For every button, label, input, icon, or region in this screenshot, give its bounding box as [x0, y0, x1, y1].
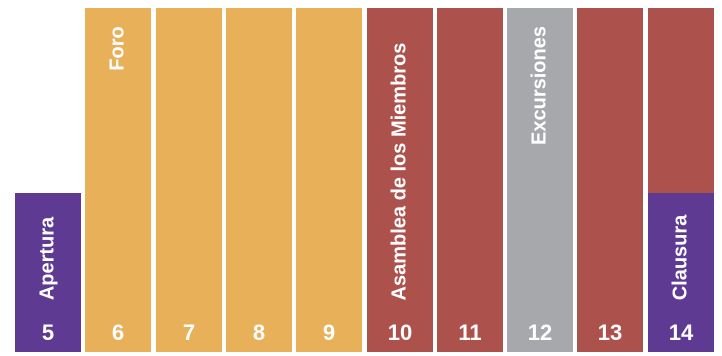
day-number: 5: [41, 320, 55, 345]
day-number: 9: [322, 320, 336, 345]
day-column-6: Foro 6: [85, 8, 151, 352]
day-number: 14: [668, 320, 694, 345]
day-column-7: 7: [156, 8, 222, 352]
day-number: 11: [458, 320, 482, 345]
day-label-area: [437, 8, 503, 314]
day-column-12: Excursiones 12: [507, 8, 573, 352]
day-column-9: 9: [296, 8, 362, 352]
day-label-area: Foro: [85, 8, 151, 314]
day-label-area: Asamblea de los Miembros: [367, 8, 433, 314]
event-label: Clausura: [669, 214, 692, 300]
day-column-5: Apertura 5: [15, 193, 81, 352]
day-column-14-top-block: [648, 8, 714, 193]
day-number: 10: [387, 320, 413, 345]
day-column-8: 8: [226, 8, 292, 352]
day-column-14: Clausura 14: [648, 193, 714, 352]
day-label-area: Excursiones: [507, 8, 573, 314]
day-number: 13: [597, 320, 623, 345]
day-number: 6: [111, 320, 125, 345]
day-number: 12: [527, 320, 553, 345]
event-label: Apertura: [36, 216, 59, 301]
day-number: 7: [182, 320, 196, 345]
day-label-area: [156, 8, 222, 314]
day-column-13: 13: [577, 8, 643, 352]
event-label: Excursiones: [528, 26, 551, 145]
event-label: Foro: [106, 25, 129, 71]
day-column-11: 11: [437, 8, 503, 352]
day-label-area: [296, 8, 362, 314]
day-column-10: Asamblea de los Miembros 10: [367, 8, 433, 352]
day-label-area: Apertura: [15, 193, 81, 314]
day-label-area: Clausura: [648, 193, 714, 314]
day-number: 8: [252, 320, 266, 345]
day-label-area: [226, 8, 292, 314]
day-label-area: [577, 8, 643, 314]
event-label: Asamblea de los Miembros: [388, 42, 411, 300]
